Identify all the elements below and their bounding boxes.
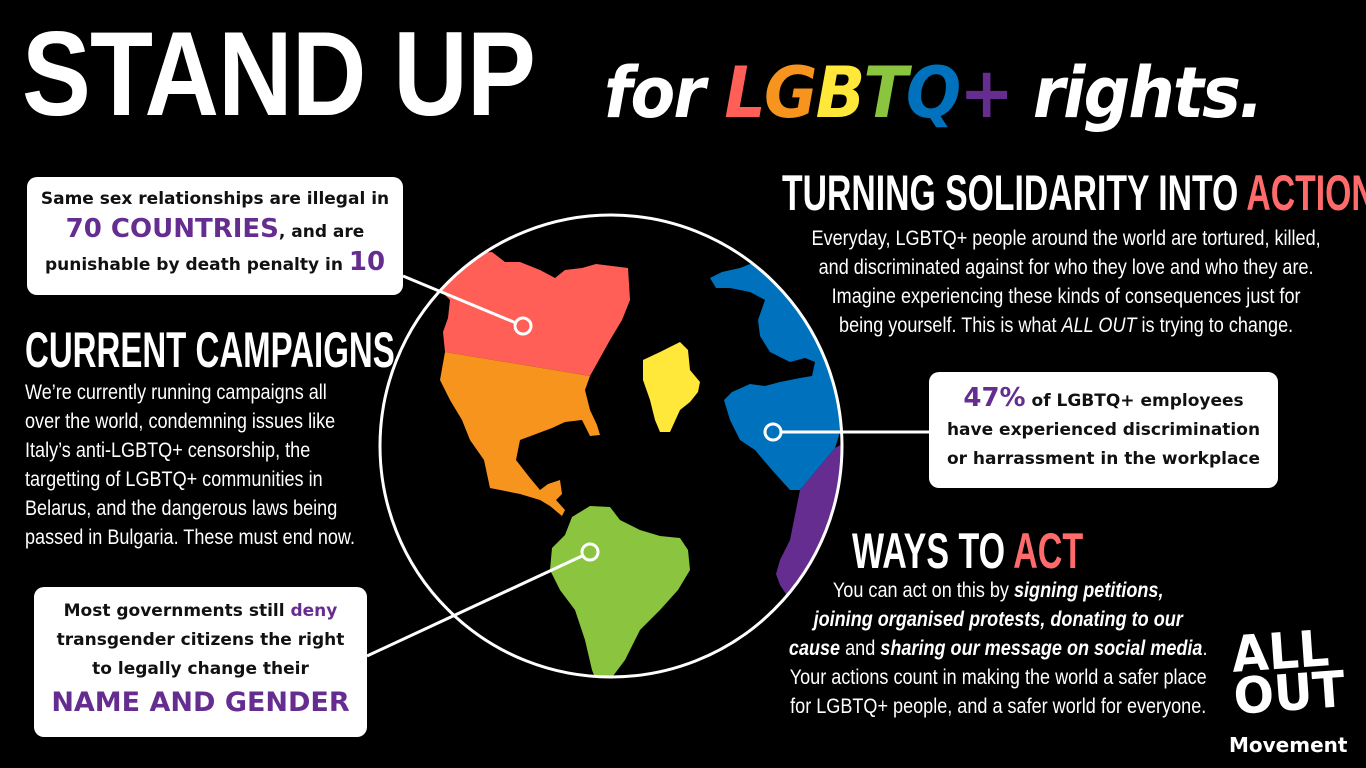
ways-line: Your actions count in making the world a… — [789, 666, 1207, 689]
callout-workplace-line1: 47% of LGBTQ+ employees — [929, 384, 1278, 416]
logo-out: OUT — [1231, 660, 1347, 726]
callout-illegal-line2-rest: , and are — [278, 222, 365, 242]
heading-ways-text: WAYS TO — [852, 523, 1014, 579]
campaigns-line: Italy’s anti-LGBTQ+ censorship, the — [25, 439, 311, 462]
callout-workplace-line2: have experienced discrimination — [946, 420, 1261, 440]
campaigns-line: passed in Bulgaria. These must end now. — [25, 526, 355, 549]
solidarity-line: and discriminated against for who they l… — [818, 256, 1314, 279]
solidarity-line: Everyday, LGBTQ+ people around the world… — [811, 227, 1321, 250]
callout-illegal-line1: Same sex relationships are illegal in — [40, 189, 390, 209]
ways-line: You can act on this by signing petitions… — [766, 576, 1230, 605]
action-protests-donating: joining organised protests, donating to … — [813, 608, 1183, 631]
continent-greenland — [643, 342, 700, 432]
campaigns-line: We’re currently running campaigns all — [25, 381, 327, 404]
action-cause: cause — [788, 637, 841, 660]
marker-south-america — [580, 542, 600, 562]
callout-workplace-line1-rest: of LGBTQ+ employees — [1025, 391, 1244, 411]
globe-outline — [378, 213, 844, 679]
solidarity-body: Everyday, LGBTQ+ people around the world… — [778, 224, 1354, 340]
stat-70-countries: 70 COUNTRIES — [65, 214, 279, 244]
ways-line: cause and sharing our message on social … — [766, 634, 1230, 663]
callout-workplace: 47% of LGBTQ+ employees have experienced… — [929, 372, 1278, 488]
callout-illegal-line3: punishable by death penalty in 10 — [27, 247, 403, 280]
heading-solidarity-accent: ACTION — [1246, 165, 1366, 221]
heading-ways-to-act: WAYS TO ACT — [852, 526, 1083, 576]
letter-l: L — [724, 52, 765, 134]
campaigns-line: targetting of LGBTQ+ communities in — [25, 468, 323, 491]
ways-line: joining organised protests, donating to … — [766, 605, 1230, 634]
letter-t: T — [863, 52, 907, 134]
solidarity-line: Imagine experiencing these kinds of cons… — [831, 285, 1301, 308]
connector-line-transgender — [366, 554, 583, 658]
title-subtitle: for LGBTQ+ rights. — [604, 58, 1264, 128]
callout-workplace-line3: or harrassment in the workplace — [946, 449, 1261, 469]
callout-illegal-countries: Same sex relationships are illegal in 70… — [27, 177, 403, 295]
title-stand-up: STAND UP — [22, 7, 536, 141]
campaigns-line: over the world, condemning issues like — [25, 410, 336, 433]
callout-transgender: Most governments still deny transgender … — [34, 587, 367, 737]
solidarity-last-pre: being yourself. This is what — [839, 314, 1062, 337]
stat-47-percent: 47% — [963, 383, 1026, 413]
marker-europe — [763, 422, 783, 442]
heading-solidarity: TURNING SOLIDARITY INTO ACTION — [782, 168, 1366, 218]
stat-name-and-gender: NAME AND GENDER — [51, 687, 350, 718]
ways-l1-pre: You can act on this by — [832, 579, 1014, 602]
emphasis-all-out: ALL OUT — [1061, 314, 1137, 337]
callout-illegal-line3-text: punishable by death penalty in — [44, 255, 343, 275]
connector-line-illegal — [402, 274, 517, 325]
action-sharing-message: sharing our message on social media — [880, 637, 1203, 660]
continent-north-america-north — [440, 252, 630, 376]
solidarity-last-post: is trying to change. — [1136, 314, 1294, 337]
ways-l3-mid: and — [840, 637, 881, 660]
solidarity-line: being yourself. This is what ALL OUT is … — [778, 311, 1354, 340]
letter-plus: + — [959, 52, 1014, 134]
campaigns-line: Belarus, and the dangerous laws being — [25, 497, 338, 520]
stat-death-penalty-10: 10 — [348, 247, 386, 277]
heading-ways-accent: ACT — [1013, 523, 1084, 579]
emphasis-deny: deny — [290, 601, 338, 621]
heading-current-campaigns: CURRENT CAMPAIGNS — [25, 322, 395, 378]
continent-south-america — [550, 506, 690, 677]
heading-solidarity-text: TURNING SOLIDARITY INTO — [782, 165, 1247, 221]
callout-transgender-line1-pre: Most governments still — [63, 601, 291, 621]
campaigns-body: We’re currently running campaigns all ov… — [25, 378, 355, 552]
title-lgbtq: LGBTQ+ — [724, 52, 1014, 134]
title-for: for — [604, 52, 705, 134]
callout-transgender-line2: transgender citizens the right — [56, 630, 345, 650]
logo-movement: Movement — [1229, 733, 1348, 757]
ways-body: You can act on this by signing petitions… — [766, 576, 1230, 721]
ways-l3-end: . — [1202, 637, 1208, 660]
continent-north-america-south — [440, 352, 600, 516]
marker-north-america — [513, 316, 533, 336]
callout-illegal-line2: 70 COUNTRIES, and are — [27, 214, 403, 247]
letter-q: Q — [905, 52, 961, 134]
callout-transgender-line1: Most governments still deny — [34, 597, 367, 626]
ways-line: for LGBTQ+ people, and a safer world for… — [790, 695, 1207, 718]
action-signing-petitions: signing petitions, — [1013, 579, 1164, 602]
letter-g: G — [764, 52, 817, 134]
callout-transgender-line3: to legally change their — [92, 659, 309, 679]
title-rights: rights. — [1032, 52, 1264, 134]
letter-b: B — [815, 52, 866, 134]
